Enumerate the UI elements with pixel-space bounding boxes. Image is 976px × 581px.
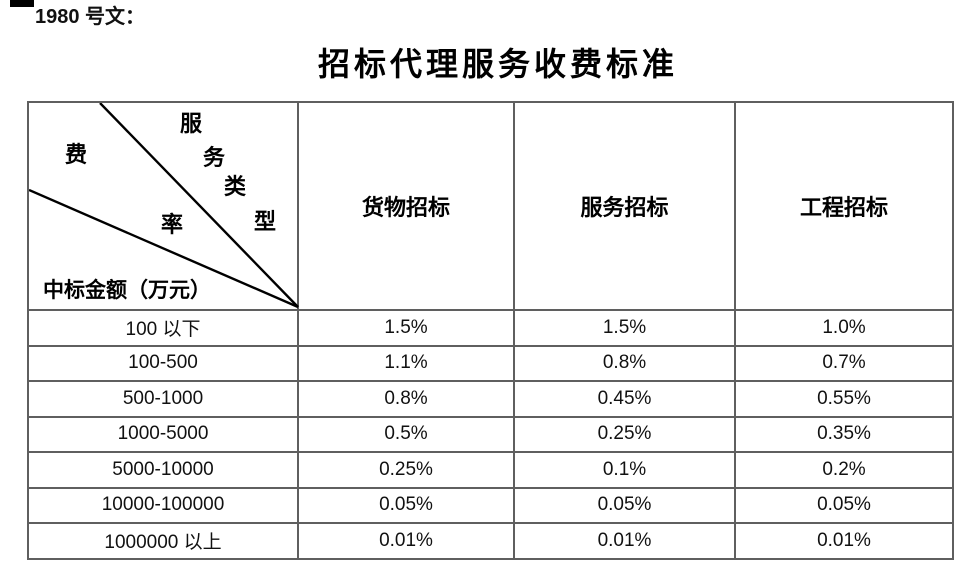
rate-value: 0.45% <box>513 380 736 418</box>
rate-value: 1.0% <box>734 309 954 347</box>
rate-value: 0.05% <box>297 486 515 524</box>
rate-value: 0.25% <box>297 451 515 489</box>
rate-value: 0.05% <box>513 486 736 524</box>
rate-value: 0.01% <box>513 522 736 560</box>
corner-label-fee-rate-char: 费 <box>65 142 88 167</box>
rate-value: 1.1% <box>297 344 515 382</box>
corner-label-fee-rate-char: 率 <box>161 212 184 237</box>
rate-value: 1.5% <box>297 309 515 347</box>
column-header-engineering: 工程招标 <box>734 101 954 311</box>
rate-value: 0.25% <box>513 415 736 453</box>
amount-range: 10000-100000 <box>27 486 299 524</box>
rate-value: 1.5% <box>513 309 736 347</box>
table-row: 10000-100000 0.05% 0.05% 0.05% <box>27 486 954 524</box>
table-row: 500-1000 0.8% 0.45% 0.55% <box>27 380 954 418</box>
rate-value: 0.35% <box>734 415 954 453</box>
fee-standard-table: 服 务 类 型 费 率 中标金额（万元） 货物招标 服务招标 工程招标 100 … <box>27 101 954 560</box>
amount-range: 5000-10000 <box>27 451 299 489</box>
rate-value: 0.2% <box>734 451 954 489</box>
rate-value: 0.8% <box>513 344 736 382</box>
table-row: 100-500 1.1% 0.8% 0.7% <box>27 344 954 382</box>
corner-label-service-type-char: 服 <box>180 111 203 136</box>
amount-range: 100 以下 <box>27 309 299 347</box>
rate-value: 0.05% <box>734 486 954 524</box>
rate-value: 0.1% <box>513 451 736 489</box>
document-reference: 1980 号文： <box>35 6 146 28</box>
rate-value: 0.55% <box>734 380 954 418</box>
table-row: 1000000 以上 0.01% 0.01% 0.01% <box>27 522 954 560</box>
diagonal-header-cell: 服 务 类 型 费 率 中标金额（万元） <box>27 101 299 311</box>
diagonal-line-lower <box>29 188 299 309</box>
table-row: 100 以下 1.5% 1.5% 1.0% <box>27 309 954 347</box>
diagonal-line-upper <box>99 103 299 308</box>
corner-label-service-type-char: 务 <box>203 145 226 170</box>
page-edge-mark <box>10 0 34 7</box>
amount-range: 100-500 <box>27 344 299 382</box>
corner-label-amount: 中标金额（万元） <box>43 278 211 302</box>
diagonal-lines <box>29 103 299 309</box>
rate-value: 0.01% <box>297 522 515 560</box>
rate-value: 0.8% <box>297 380 515 418</box>
rate-value: 0.01% <box>734 522 954 560</box>
page-title: 招标代理服务收费标准 <box>317 46 678 82</box>
amount-range: 1000000 以上 <box>27 522 299 560</box>
column-header-goods: 货物招标 <box>297 101 515 311</box>
header-row: 服 务 类 型 费 率 中标金额（万元） 货物招标 服务招标 工程招标 <box>27 101 954 311</box>
amount-range: 1000-5000 <box>27 415 299 453</box>
table-row: 5000-10000 0.25% 0.1% 0.2% <box>27 451 954 489</box>
corner-label-service-type-char: 型 <box>254 209 277 234</box>
amount-range: 500-1000 <box>27 380 299 418</box>
rate-value: 0.7% <box>734 344 954 382</box>
rate-value: 0.5% <box>297 415 515 453</box>
corner-label-service-type-char: 类 <box>224 174 247 199</box>
table-row: 1000-5000 0.5% 0.25% 0.35% <box>27 415 954 453</box>
column-header-service: 服务招标 <box>513 101 736 311</box>
